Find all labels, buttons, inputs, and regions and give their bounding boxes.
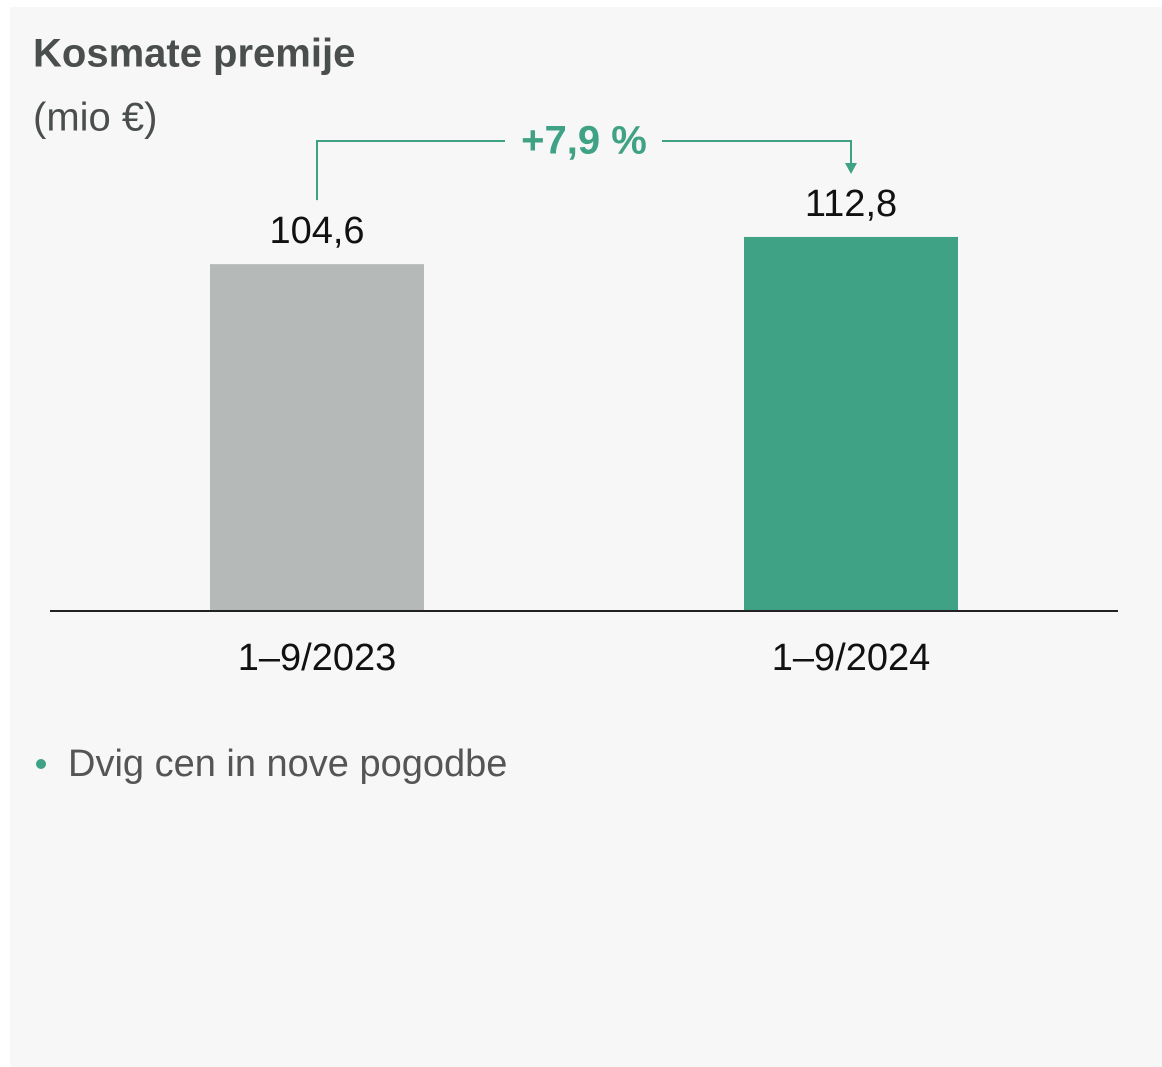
bar — [744, 236, 958, 611]
note: Dvig cen in nove pogodbe — [68, 743, 507, 785]
panel — [10, 7, 1162, 1067]
value-label: 112,8 — [805, 183, 897, 225]
x-tick-label: 1–9/2023 — [238, 637, 397, 679]
annotation: +7,9 % — [521, 119, 647, 163]
chart-subtitle: (mio €) — [33, 96, 157, 140]
arrow-line — [316, 140, 852, 201]
arrow-head — [845, 162, 857, 174]
bullet — [36, 759, 46, 769]
chart-title: Kosmate premije — [33, 32, 355, 76]
value-label: 104,6 — [269, 210, 364, 252]
x-tick-label: 1–9/2024 — [772, 637, 931, 679]
bar — [210, 264, 424, 611]
